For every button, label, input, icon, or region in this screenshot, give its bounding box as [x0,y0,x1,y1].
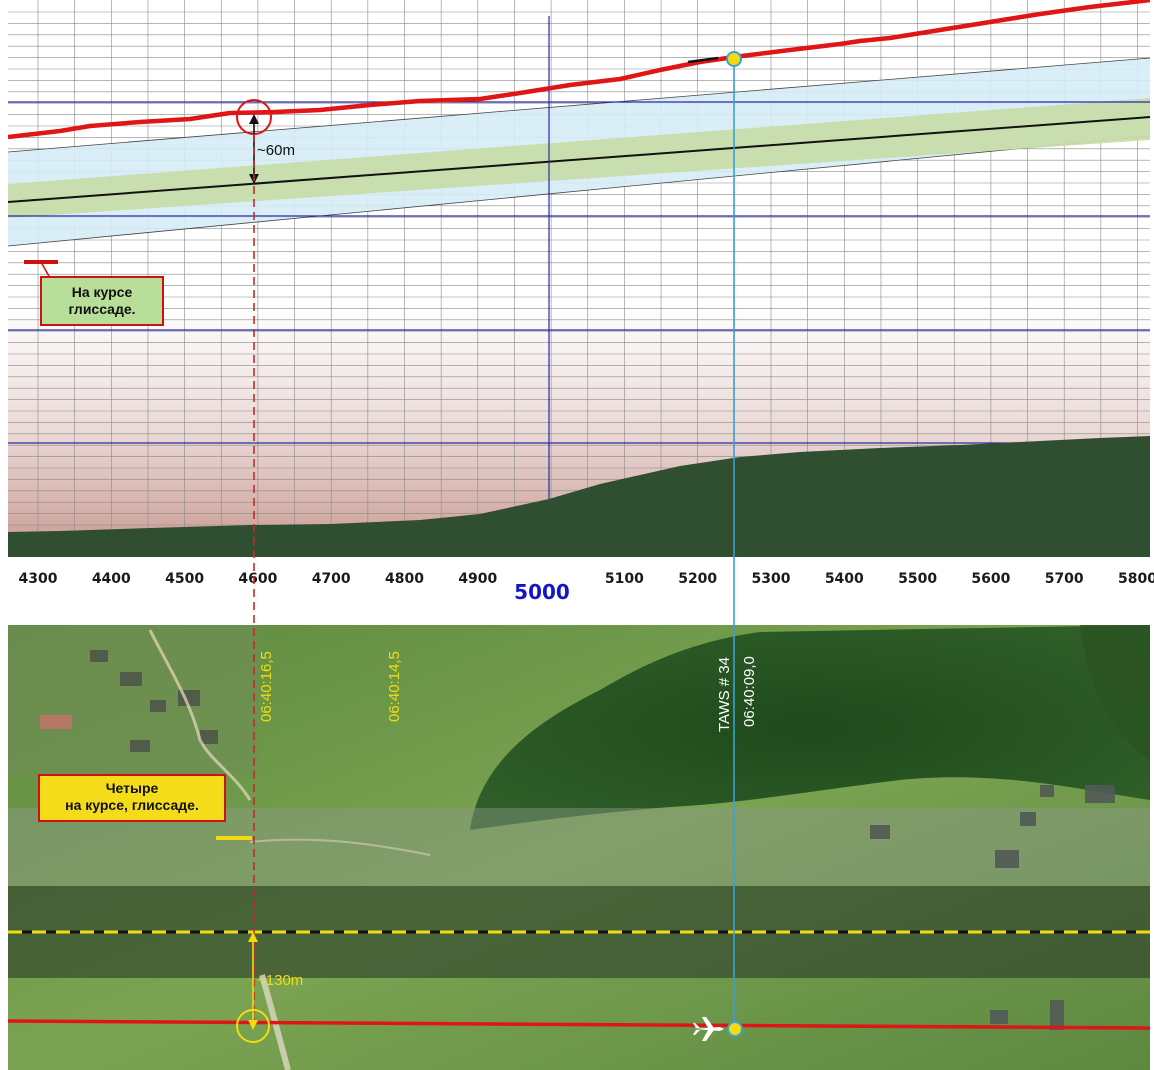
callout-bottom: Четыре на курсе, глиссаде. [38,774,226,822]
axis-tick-label: 5200 [678,571,717,587]
time-label-1: 06:40:16,5 [258,651,275,722]
village-area [8,625,258,775]
blue-reference-lines [8,16,1150,557]
callout-bottom-line2: на курсе, глиссаде. [65,797,199,813]
axis-tick-label: 4700 [312,571,351,587]
time-label-2: 06:40:14,5 [386,651,403,722]
satellite-plan-view [8,625,1150,1070]
aircraft-icon [693,1017,724,1041]
axis-tick-label: 5700 [1045,571,1084,587]
callout-top: На курсе глиссаде. [40,276,164,326]
callout-top-line1: На курсе [71,284,133,300]
glide-outer-upper-edge [8,57,1150,153]
axis-major-label: 5000 [514,580,570,604]
corridor-road [249,838,431,856]
glide-slope-centerline [8,116,1150,203]
forest-edge [1080,625,1150,760]
axis-tick-label: 5800 [1118,571,1154,587]
axis-tick-label: 4900 [458,571,497,587]
axis-tick-label: 4300 [19,571,58,587]
forest-area [470,625,1150,830]
vertical-gap-arrow-up-head [249,114,259,124]
axis-tick-label: 4600 [238,571,277,587]
axis-tick-label: 5100 [605,571,644,587]
lateral-gap-arrow-up-head [248,932,258,942]
taws-number-label: TAWS # 34 [716,657,733,732]
flight-path-profile [8,0,1150,140]
terrain-profile [8,436,1150,557]
axis-tick-label: 4500 [165,571,204,587]
flight-path-marker-segment [687,56,719,64]
callout-top-line2: глиссаде. [68,301,136,317]
glide-outer-lower-edge [8,135,1150,247]
taws-marker-plan [727,1021,743,1037]
distance-axis: 4300 4400 4500 4600 4700 4800 4900 5100 5200 5300… [19,571,1154,587]
glide-inner-envelope [8,98,1150,218]
axis-tick-label: 5400 [825,571,864,587]
village-road [148,629,252,801]
lateral-gap-arrow-down-head [248,1020,258,1030]
lateral-gap-label: ~130m [257,972,303,989]
vertical-gap-label: ~60m [257,142,295,159]
axis-tick-label: 5600 [971,571,1010,587]
taws-time-label: 06:40:09,0 [741,656,758,727]
axis-tick-label: 5500 [898,571,937,587]
taws-marker-profile [726,51,742,67]
flight-path-plan [8,1019,1150,1030]
vertical-profile [8,0,1150,557]
axis-tick-label: 5300 [752,571,791,587]
callout-top-leader [40,261,51,279]
axis-tick-label: 4800 [385,571,424,587]
callout-bottom-line1: Четыре [105,780,159,796]
corridor-buildings [870,785,1115,1030]
axis-tick-label: 4400 [92,571,131,587]
